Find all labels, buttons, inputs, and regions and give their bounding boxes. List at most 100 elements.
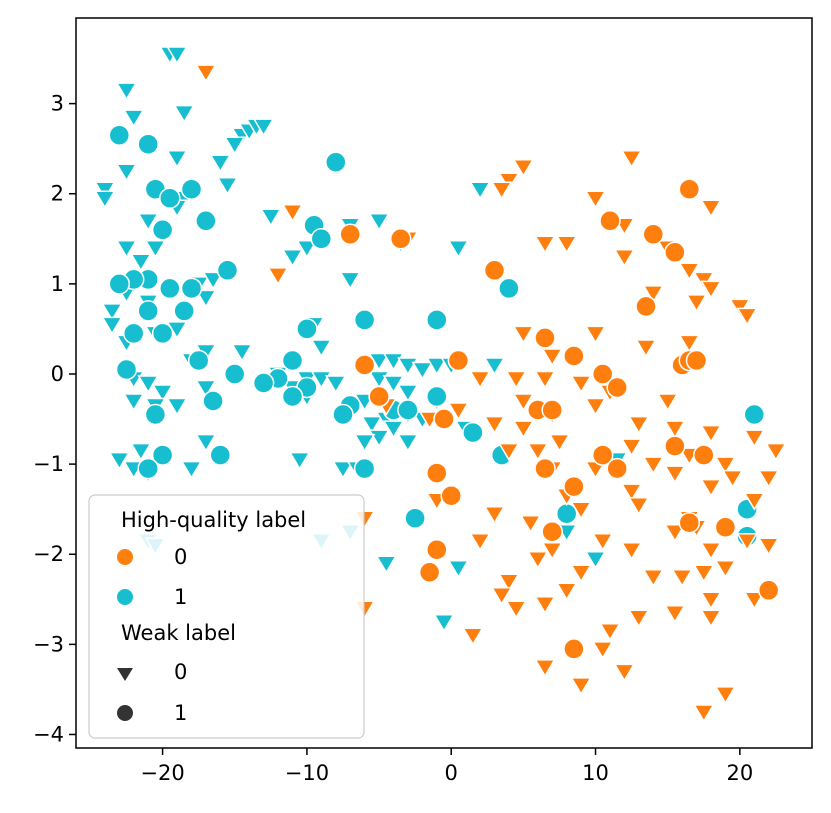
point-s2-43 [664,420,686,439]
point-s2-88 [671,569,693,588]
legend-hue-0-label: 0 [174,545,187,569]
point-s3-17 [368,385,390,408]
legend-style-0-label: 0 [174,660,187,684]
point-s0-90 [332,460,354,480]
legend-hue-title: High-quality label [121,508,306,532]
point-s0-54 [483,357,506,376]
point-s1-5 [159,187,181,209]
point-s1-1 [137,133,159,155]
point-s2-41 [627,415,650,435]
point-s0-35 [195,289,217,308]
point-s2-36 [512,393,535,412]
point-s0-98 [375,555,398,574]
point-s3-30 [678,511,701,534]
point-s0-12 [166,149,188,169]
point-s0-28 [447,240,470,259]
point-s3-26 [693,444,715,466]
legend-style-0-marker [117,668,133,681]
point-s2-40 [483,415,506,435]
point-s3-6 [483,259,506,282]
point-s2-93 [599,623,621,642]
point-s2-15 [267,267,289,286]
point-s1-45 [404,507,426,529]
point-s3-0 [678,178,701,200]
point-s2-49 [620,438,643,457]
x-tick-label-2: 0 [445,761,458,785]
point-s2-92 [505,600,528,619]
point-s2-84 [714,560,737,579]
point-s1-4 [180,178,203,200]
point-s0-51 [411,361,434,380]
point-s2-20 [685,294,708,313]
x-tick-label-0: −20 [140,761,184,785]
point-s3-16 [606,376,628,399]
point-s2-62 [620,483,643,502]
x-tick-label-1: −10 [285,761,329,785]
point-s1-23 [296,318,318,340]
point-s2-80 [498,573,520,592]
point-s1-24 [187,349,210,372]
point-s1-41 [209,444,232,466]
point-s2-44 [700,424,722,444]
y-tick-label-4: 0 [51,362,64,386]
point-s1-28 [115,358,138,381]
point-s2-19 [642,285,665,304]
point-s2-51 [714,456,737,475]
y-tick-label-7: 3 [51,92,64,116]
point-s0-38 [101,303,123,322]
point-s2-17 [692,271,715,290]
point-s1-19 [353,309,376,331]
point-s2-18 [700,280,722,299]
legend-style-title: Weak label [121,621,236,645]
point-s0-13 [115,163,138,182]
point-s3-1 [599,210,621,232]
point-s3-22 [591,444,614,466]
point-s2-94 [627,609,650,628]
point-s2-85 [490,587,513,606]
point-s0-60 [137,375,160,394]
point-s0-45 [231,343,253,362]
point-s2-78 [757,537,780,556]
point-s1-15 [180,277,203,300]
point-s1-39 [462,421,484,444]
point-s2-68 [743,492,766,511]
point-s2-45 [743,429,766,448]
point-s2-97 [462,627,484,646]
point-s0-29 [281,249,304,268]
point-s2-96 [700,609,722,628]
point-s2-0 [195,64,217,83]
point-s2-71 [541,541,564,561]
point-s2-21 [728,298,751,317]
point-s1-31 [281,385,304,408]
point-s0-10 [223,136,246,155]
point-s2-70 [469,532,491,552]
point-s3-14 [353,354,376,376]
legend-style-1-label: 1 [174,701,187,725]
point-s0-26 [115,240,138,259]
point-s3-35 [563,638,585,660]
point-s2-1 [620,149,643,169]
point-s1-34 [202,390,224,412]
point-s3-28 [440,484,462,507]
point-s0-62 [195,379,217,398]
point-s2-65 [570,501,592,520]
point-s2-63 [483,505,506,525]
point-s0-30 [130,253,152,272]
point-s2-81 [570,564,592,583]
point-s0-15 [94,181,116,200]
y-tick-label-5: 1 [51,272,64,296]
point-s0-39 [101,316,123,335]
point-s2-73 [620,541,643,561]
point-s0-86 [108,451,131,471]
point-s2-24 [584,325,607,344]
point-s1-17 [137,300,159,322]
point-s3-31 [714,516,737,538]
point-s2-87 [555,582,578,601]
legend-hue-1-label: 1 [174,585,187,609]
point-s2-77 [736,532,758,552]
point-s3-20 [433,408,455,430]
point-s1-25 [281,349,304,372]
point-s3-15 [591,363,614,385]
point-s2-101 [570,677,592,696]
